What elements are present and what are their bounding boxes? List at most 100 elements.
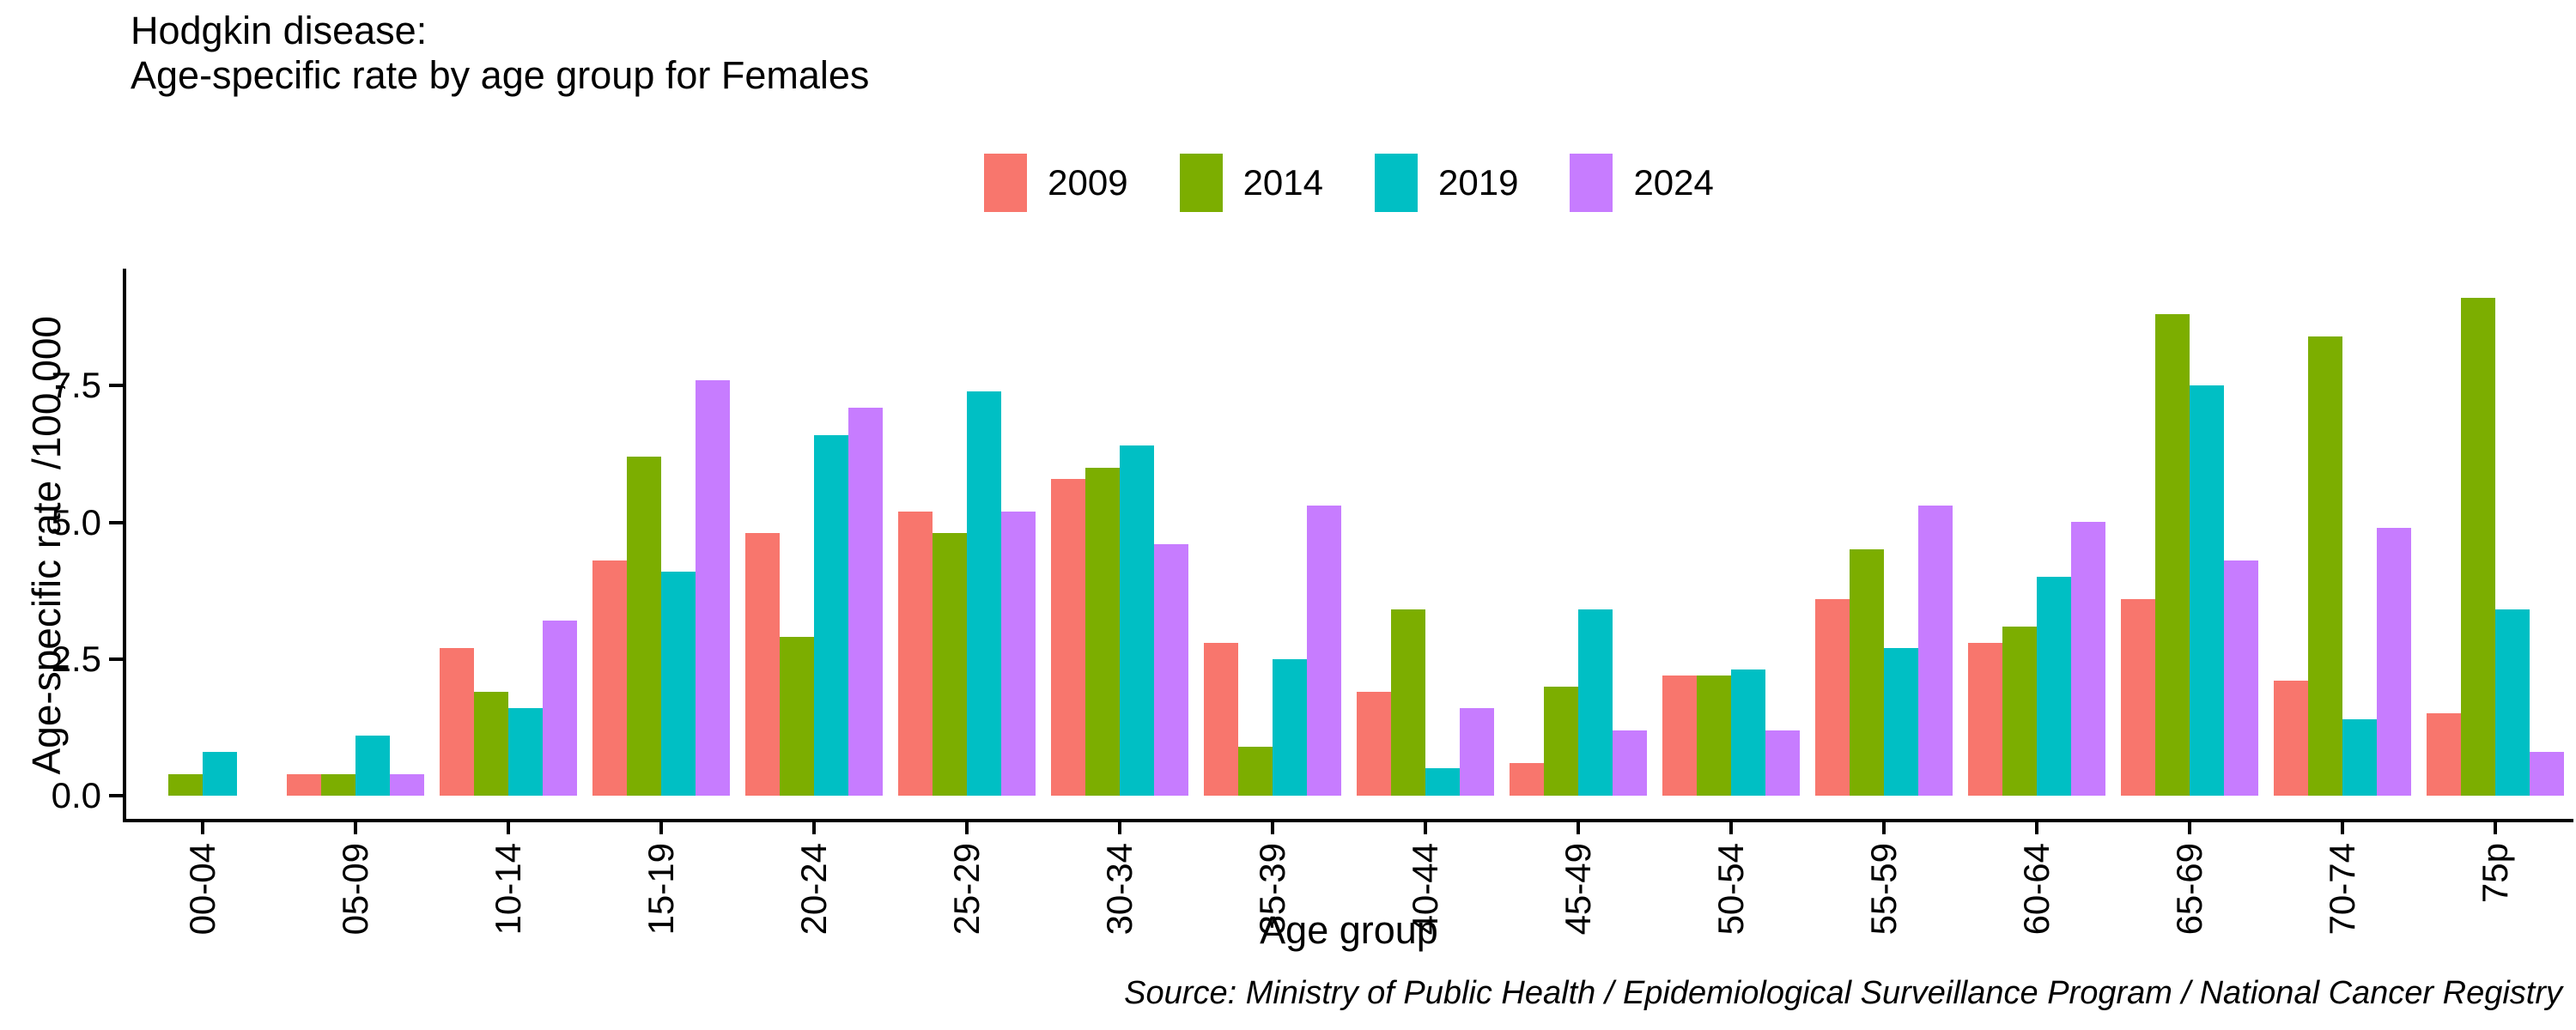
y-tick-0.0	[109, 794, 123, 797]
bar-2014-45-49	[1544, 687, 1578, 796]
bar-2014-25-29	[933, 533, 967, 796]
bar-2009-70-74	[2274, 681, 2308, 796]
y-tick-label-0.0: 0.0	[51, 775, 101, 815]
bar-2009-05-09	[287, 774, 321, 796]
bar-2019-70-74	[2342, 719, 2377, 796]
x-tick-05-09	[354, 822, 357, 834]
bar-2019-20-24	[814, 435, 848, 796]
bar-2024-75p	[2530, 752, 2564, 796]
bar-2024-50-54	[1765, 730, 1800, 796]
bar-2019-30-34	[1120, 445, 1154, 796]
x-axis-title: Age group	[1260, 908, 1438, 952]
x-tick-75p	[2494, 822, 2497, 834]
bar-2024-70-74	[2377, 528, 2411, 796]
legend-swatch-2014	[1179, 154, 1223, 212]
y-tick-label-5.0: 5.0	[51, 501, 101, 542]
legend-item-2024: 2024	[1570, 154, 1714, 212]
y-tick-2.5	[109, 657, 123, 661]
bar-2009-10-14	[440, 648, 474, 796]
y-tick-label-2.5: 2.5	[51, 638, 101, 679]
bar-2019-35-39	[1273, 659, 1307, 796]
bar-2014-15-19	[627, 457, 661, 796]
y-axis-title: Age-specific rate /100,000	[24, 316, 69, 775]
x-tick-60-64	[2035, 822, 2038, 834]
legend-item-2009: 2009	[984, 154, 1128, 212]
bar-2024-35-39	[1307, 506, 1341, 796]
legend-swatch-2024	[1570, 154, 1613, 212]
bar-2024-15-19	[696, 380, 730, 796]
bar-2024-40-44	[1460, 708, 1494, 796]
legend-item-2019: 2019	[1375, 154, 1518, 212]
bar-2009-65-69	[2121, 599, 2155, 796]
bar-2014-65-69	[2155, 314, 2190, 796]
x-tick-30-34	[1118, 822, 1121, 834]
legend-swatch-2019	[1375, 154, 1418, 212]
bar-2009-20-24	[745, 533, 780, 796]
legend-label-2019: 2019	[1438, 162, 1519, 203]
bar-2009-75p	[2427, 713, 2461, 796]
bar-2019-10-14	[508, 708, 543, 796]
legend-swatch-2009	[984, 154, 1028, 212]
bar-2024-25-29	[1001, 512, 1036, 796]
x-tick-45-49	[1577, 822, 1580, 834]
bar-2009-55-59	[1815, 599, 1850, 796]
bar-2009-25-29	[898, 512, 933, 796]
bar-2024-05-09	[390, 774, 424, 796]
bar-2014-30-34	[1085, 468, 1120, 796]
x-tick-50-54	[1729, 822, 1733, 834]
y-tick-label-7.5: 7.5	[51, 365, 101, 406]
y-tick-7.5	[109, 384, 123, 388]
chart-title-line2: Age-specific rate by age group for Femal…	[131, 53, 870, 97]
x-tick-15-19	[659, 822, 663, 834]
bar-2009-60-64	[1968, 643, 2002, 796]
x-tick-25-29	[965, 822, 969, 834]
bar-2014-05-09	[321, 774, 355, 796]
bar-2024-10-14	[543, 621, 577, 796]
bar-2019-00-04	[203, 752, 237, 796]
bar-2014-10-14	[474, 692, 508, 796]
x-tick-10-14	[507, 822, 510, 834]
bar-2019-55-59	[1884, 648, 1918, 796]
x-tick-70-74	[2341, 822, 2344, 834]
bar-2024-55-59	[1918, 506, 1953, 796]
bar-2024-60-64	[2071, 522, 2105, 796]
bar-2014-35-39	[1238, 747, 1273, 796]
legend-label-2014: 2014	[1242, 162, 1323, 203]
x-tick-55-59	[1882, 822, 1886, 834]
bar-2019-65-69	[2190, 385, 2224, 796]
legend-label-2024: 2024	[1633, 162, 1714, 203]
bar-2024-45-49	[1613, 730, 1647, 796]
bar-2014-00-04	[168, 774, 203, 796]
bar-2024-30-34	[1154, 544, 1188, 796]
x-tick-00-04	[201, 822, 204, 834]
bar-2019-45-49	[1578, 609, 1613, 796]
y-axis-line	[123, 269, 126, 822]
bar-2009-45-49	[1510, 763, 1544, 796]
x-tick-35-39	[1271, 822, 1274, 834]
x-axis-line	[123, 819, 2573, 822]
bar-2014-20-24	[780, 637, 814, 796]
bar-2019-75p	[2495, 609, 2530, 796]
bar-2009-15-19	[592, 560, 627, 796]
source-note: Source: Ministry of Public Health / Epid…	[1124, 975, 2562, 1011]
bar-2009-35-39	[1204, 643, 1238, 796]
legend-item-2014: 2014	[1179, 154, 1323, 212]
bar-2024-65-69	[2224, 560, 2258, 796]
bar-2009-50-54	[1662, 676, 1697, 796]
x-tick-65-69	[2188, 822, 2191, 834]
y-tick-5.0	[109, 520, 123, 524]
x-tick-label-75p: 75p	[2475, 843, 2515, 904]
chart-title-line1: Hodgkin disease:	[131, 9, 428, 52]
bar-2019-05-09	[355, 736, 390, 796]
bar-2019-25-29	[967, 391, 1001, 796]
bar-2024-20-24	[848, 408, 883, 796]
bar-2009-40-44	[1357, 692, 1391, 796]
bar-2019-40-44	[1425, 768, 1460, 796]
bar-2009-30-34	[1051, 479, 1085, 796]
legend: 2009 2014 2019 2024	[126, 151, 2572, 215]
bar-2019-60-64	[2037, 577, 2071, 796]
x-tick-40-44	[1424, 822, 1427, 834]
legend-label-2009: 2009	[1048, 162, 1128, 203]
bar-2019-15-19	[661, 572, 696, 796]
